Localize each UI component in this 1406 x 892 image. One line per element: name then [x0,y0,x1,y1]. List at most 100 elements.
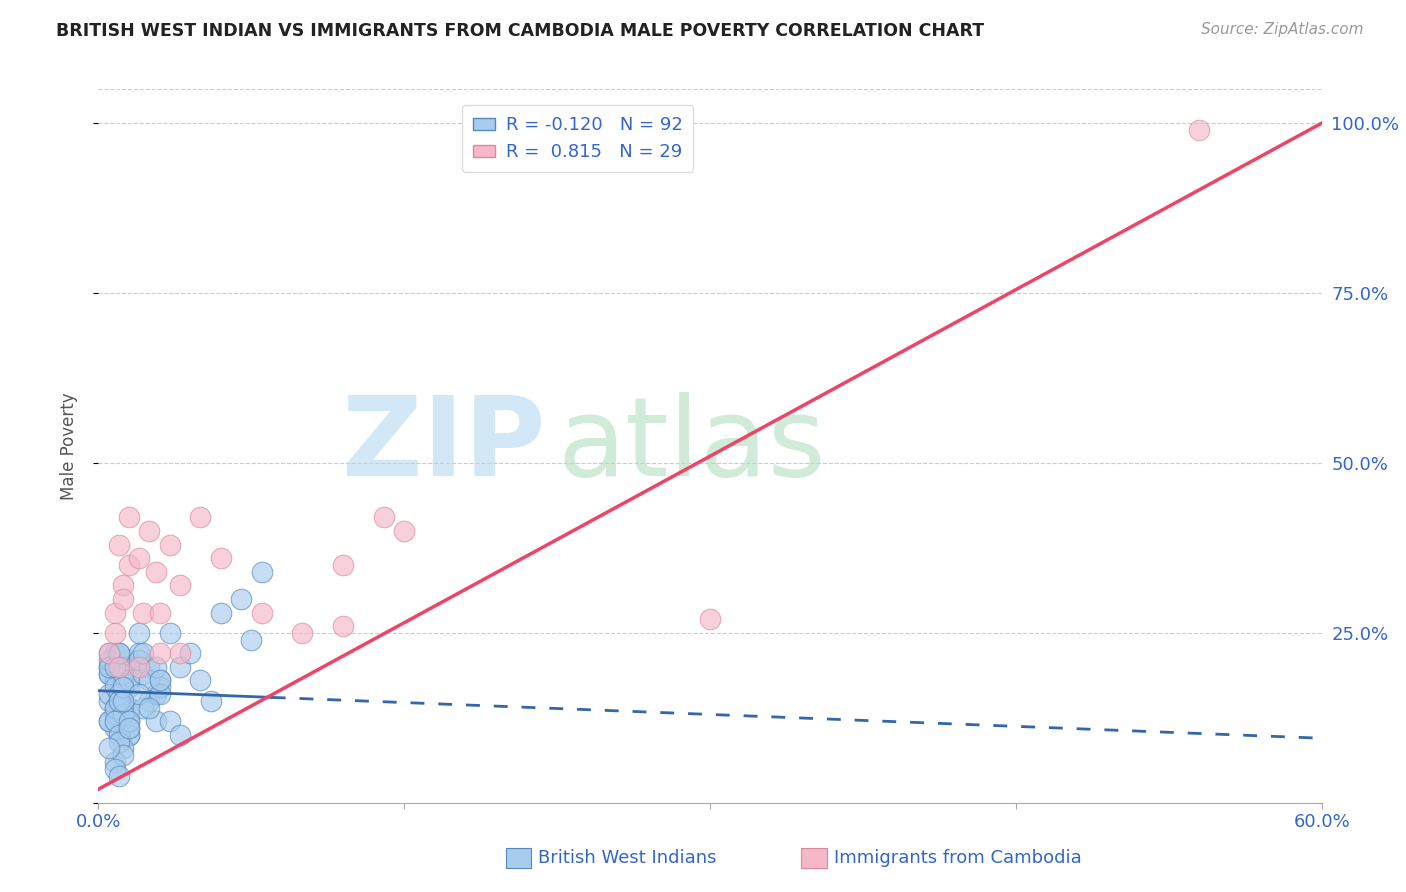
Point [128,687,150,701]
Point [111,578,134,592]
Point [108,646,131,660]
Point [108,769,131,783]
Point [169,660,191,674]
Point [138,660,160,674]
Point [108,734,131,748]
Point [392,524,416,538]
Point [111,687,134,701]
Point [138,524,160,538]
Point [108,694,131,708]
Point [108,694,131,708]
Text: Immigrants from Cambodia: Immigrants from Cambodia [834,849,1081,867]
Point [118,728,141,742]
Y-axis label: Male Poverty: Male Poverty [59,392,77,500]
Point [104,660,127,674]
Point [373,510,395,524]
Point [111,673,134,688]
Point [118,714,141,729]
Point [104,680,127,694]
Point [145,687,167,701]
Text: BRITISH WEST INDIAN VS IMMIGRANTS FROM CAMBODIA MALE POVERTY CORRELATION CHART: BRITISH WEST INDIAN VS IMMIGRANTS FROM C… [56,22,984,40]
Point [97,660,120,674]
Point [169,578,191,592]
Point [169,728,191,742]
Point [132,666,155,681]
Point [118,558,141,572]
Point [104,673,127,688]
Point [128,551,150,566]
Point [104,707,127,722]
Point [132,700,155,714]
Point [132,606,155,620]
Point [111,680,134,694]
Point [138,673,160,688]
Point [97,741,120,756]
Point [250,606,273,620]
Point [138,700,160,714]
Point [97,694,120,708]
Point [104,626,127,640]
Text: British West Indians: British West Indians [538,849,717,867]
Point [169,646,191,660]
Point [108,537,131,551]
Point [145,660,167,674]
Text: atlas: atlas [557,392,825,500]
Point [138,694,160,708]
Point [188,510,212,524]
Text: Source: ZipAtlas.com: Source: ZipAtlas.com [1201,22,1364,37]
Point [104,714,127,729]
Point [159,714,181,729]
Point [1188,123,1211,137]
Point [104,714,127,729]
Point [108,687,131,701]
Point [332,619,354,633]
Point [104,700,127,714]
Point [111,748,134,763]
Point [111,707,134,722]
Point [97,646,120,660]
Point [104,646,127,660]
Point [291,626,314,640]
Point [149,680,172,694]
Point [108,646,131,660]
Point [128,660,150,674]
Point [97,714,120,729]
Point [118,721,141,735]
Point [111,591,134,606]
Point [108,728,131,742]
Point [209,551,232,566]
Point [179,646,201,660]
Point [97,646,120,660]
Point [128,646,150,660]
Point [132,646,155,660]
Point [97,687,120,701]
Point [118,653,141,667]
Point [118,680,141,694]
Point [699,612,721,626]
Point [149,673,172,688]
Point [97,666,120,681]
Point [128,626,150,640]
Point [118,721,141,735]
Point [118,707,141,722]
Point [111,666,134,681]
Point [97,666,120,681]
Point [145,714,167,729]
Point [111,700,134,714]
Point [104,755,127,769]
Point [200,694,222,708]
Point [104,721,127,735]
Point [111,707,134,722]
Point [111,660,134,674]
Legend: R = -0.120   N = 92, R =  0.815   N = 29: R = -0.120 N = 92, R = 0.815 N = 29 [463,105,693,172]
Text: ZIP: ZIP [342,392,546,500]
Point [188,673,212,688]
Point [108,694,131,708]
Point [108,694,131,708]
Point [104,673,127,688]
Point [159,537,181,551]
Point [97,653,120,667]
Point [118,673,141,688]
Point [231,591,253,606]
Point [145,565,167,579]
